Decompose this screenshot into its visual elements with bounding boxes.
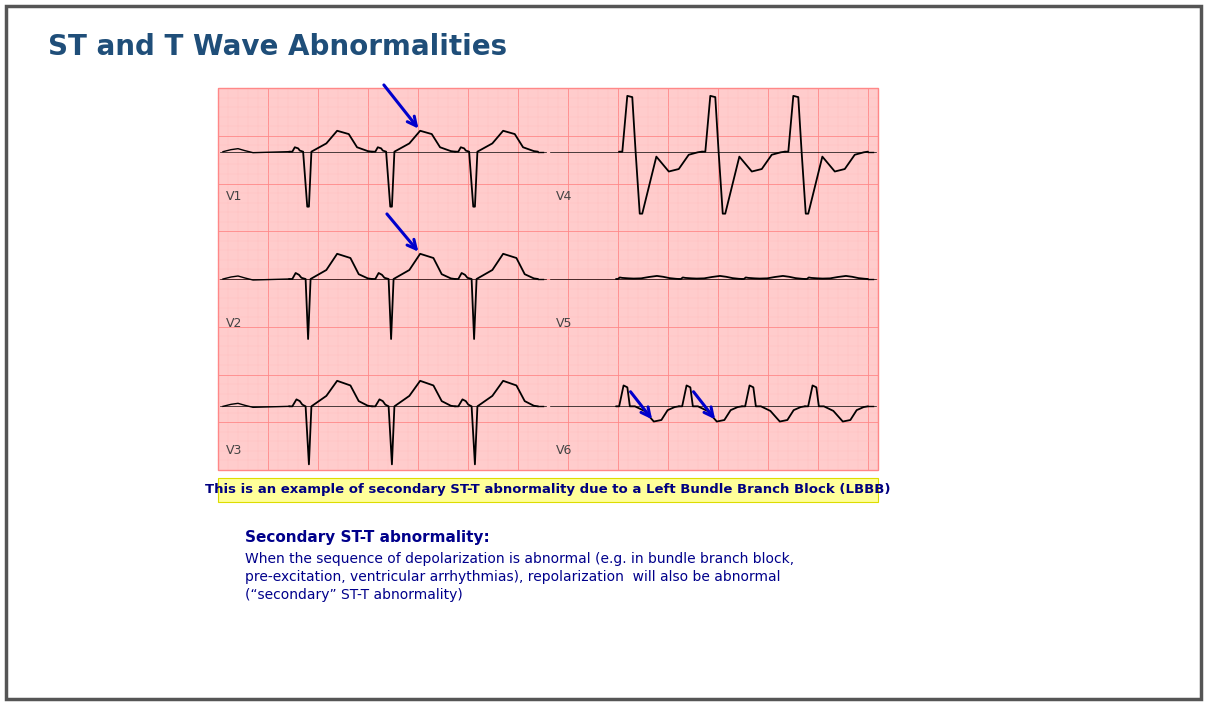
Text: V4: V4 [556, 190, 572, 203]
Bar [218, 88, 877, 470]
Text: pre-excitation, ventricular arrhythmias), repolarization  will also be abnormal: pre-excitation, ventricular arrhythmias)… [245, 570, 781, 584]
Text: V3: V3 [226, 444, 243, 458]
Text: V6: V6 [556, 444, 572, 458]
Bar [218, 88, 877, 470]
Text: V1: V1 [226, 190, 243, 203]
Text: V2: V2 [226, 317, 243, 330]
Text: When the sequence of depolarization is abnormal (e.g. in bundle branch block,: When the sequence of depolarization is a… [245, 552, 794, 566]
Text: (“secondary” ST-T abnormality): (“secondary” ST-T abnormality) [245, 588, 462, 602]
Bar [218, 478, 877, 502]
Text: V5: V5 [556, 317, 572, 330]
Text: This is an example of secondary ST-T abnormality due to a Left Bundle Branch Blo: This is an example of secondary ST-T abn… [205, 484, 891, 496]
Text: ST and T Wave Abnormalities: ST and T Wave Abnormalities [48, 33, 507, 61]
Text: Secondary ST-T abnormality:: Secondary ST-T abnormality: [245, 530, 490, 545]
